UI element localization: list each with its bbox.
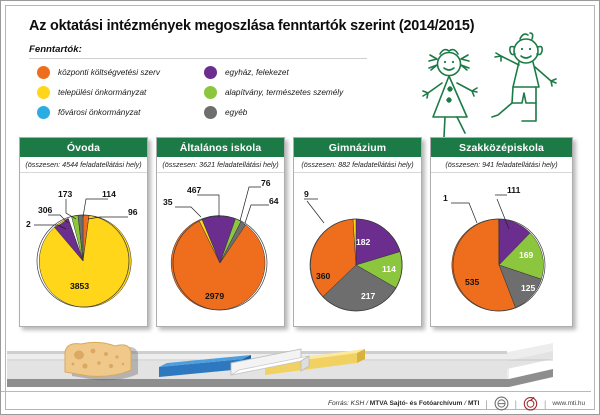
source-prefix: Forrás: KSH bbox=[327, 400, 365, 407]
source-suffix: MTI bbox=[467, 400, 480, 407]
legend-divider bbox=[29, 58, 367, 59]
footer-content: Forrás: KSH / MTVA Sajtó- és Fotóarchívu… bbox=[328, 396, 585, 411]
card-body-altalanos-iskola: 35 467 76 64 2979 bbox=[157, 173, 284, 327]
legend-item-egyhaz[interactable]: egyház, felekezet bbox=[204, 62, 343, 82]
legend-heading: Fenntartók: bbox=[29, 44, 82, 55]
pie-label-gimn-9: 9 bbox=[304, 189, 309, 199]
legend-column-left: központi költségvetési szerv települési … bbox=[37, 62, 160, 122]
legend-label-egyeb: egyéb bbox=[225, 107, 248, 117]
card-header-szakkozepiskola: Szakközépiskola bbox=[431, 138, 572, 157]
card-body-gimnazium: 9 182 114 217 360 bbox=[294, 173, 421, 327]
card-title-altalanos-iskola: Általános iskola bbox=[179, 141, 262, 154]
mti-logo-icon[interactable] bbox=[523, 396, 538, 411]
legend-label-telepulesi: települési önkormányzat bbox=[58, 87, 147, 97]
pie-chart-gimnazium: 9 182 114 217 360 bbox=[304, 189, 403, 312]
white-chalk-icon bbox=[230, 348, 310, 376]
pie-label-gimn-360: 360 bbox=[316, 271, 331, 281]
card-header-altalanos-iskola: Általános iskola bbox=[157, 138, 284, 157]
card-title-szakkozepiskola: Szakközépiskola bbox=[459, 141, 544, 154]
chart-card-szakkozepiskola[interactable]: Szakközépiskola (összesen: 941 feladatel… bbox=[430, 137, 573, 327]
legend-item-alapitvany[interactable]: alapítvány, természetes személy bbox=[204, 82, 343, 102]
card-subtitle-gimnazium: (összesen: 882 feladatellátási hely) bbox=[301, 160, 414, 169]
pie-label-ovoda-306: 306 bbox=[38, 205, 53, 215]
shelf-illustration bbox=[7, 339, 553, 391]
card-body-szakkozepiskola: 1 111 169 125 535 bbox=[431, 173, 572, 327]
page-title: Az oktatási intézmények megoszlása fennt… bbox=[29, 18, 475, 34]
footer-divider-3: | bbox=[543, 398, 547, 409]
source-sep-1: / bbox=[364, 400, 370, 407]
chart-card-altalanos-iskola[interactable]: Általános iskola (összesen: 3621 feladat… bbox=[156, 137, 285, 327]
pie-label-gimn-217: 217 bbox=[361, 291, 376, 301]
pie-label-ai-64: 64 bbox=[269, 196, 279, 206]
card-header-gimnazium: Gimnázium bbox=[294, 138, 421, 157]
card-subtitle-ovoda: (összesen: 4544 feladatellátási hely) bbox=[25, 160, 142, 169]
pie-label-gimn-114: 114 bbox=[382, 264, 396, 274]
pie-label-ovoda-114: 114 bbox=[102, 189, 116, 199]
legend-label-alapitvany: alapítvány, természetes személy bbox=[225, 87, 344, 97]
page-inner-border bbox=[5, 5, 595, 410]
mtva-logo-icon[interactable] bbox=[494, 396, 509, 411]
pie-label-szki-169: 169 bbox=[519, 250, 534, 260]
card-subtitle-row-gimnazium: (összesen: 882 feladatellátási hely) bbox=[294, 157, 421, 173]
pie-label-szki-535: 535 bbox=[465, 277, 480, 287]
pie-label-ai-467: 467 bbox=[187, 185, 202, 195]
stick-figure-boy-icon bbox=[491, 32, 557, 122]
children-illustration bbox=[409, 29, 594, 138]
card-subtitle-row-szakkozepiskola: (összesen: 941 feladatellátási hely) bbox=[431, 157, 572, 173]
legend-item-kozponti[interactable]: központi költségvetési szerv bbox=[37, 62, 160, 82]
stick-figure-girl-icon bbox=[422, 48, 478, 138]
sponge-icon bbox=[64, 341, 138, 381]
legend-item-telepulesi[interactable]: települési önkormányzat bbox=[37, 82, 160, 102]
legend-swatch-telepulesi-icon bbox=[37, 85, 50, 99]
source-credit: Forrás: KSH / MTVA Sajtó- és Fotóarchívu… bbox=[328, 400, 479, 407]
pie-chart-altalanos-iskola: 35 467 76 64 2979 bbox=[163, 178, 279, 311]
card-subtitle-row-altalanos-iskola: (összesen: 3621 feladatellátási hely) bbox=[157, 157, 284, 173]
card-subtitle-row-ovoda: (összesen: 4544 feladatellátási hely) bbox=[20, 157, 147, 173]
card-title-ovoda: Óvoda bbox=[66, 141, 101, 154]
legend-swatch-egyeb-icon bbox=[204, 105, 217, 119]
pie-label-ovoda-3853: 3853 bbox=[70, 281, 89, 291]
legend-swatch-fovarosi-icon bbox=[37, 105, 50, 119]
legend-column-right: egyház, felekezet alapítvány, természete… bbox=[204, 62, 343, 122]
legend-item-egyeb[interactable]: egyéb bbox=[204, 102, 343, 122]
pie-label-szki-1: 1 bbox=[443, 193, 448, 203]
footer-divider-2: | bbox=[514, 398, 517, 409]
chart-card-ovoda[interactable]: Óvoda (összesen: 4544 feladatellátási he… bbox=[19, 137, 148, 327]
pie-label-szki-125: 125 bbox=[521, 283, 536, 293]
pie-label-ovoda-96: 96 bbox=[128, 207, 138, 217]
legend-swatch-egyhaz-icon bbox=[204, 65, 217, 79]
legend: Fenntartók: központi költségvetési szerv… bbox=[29, 44, 369, 119]
card-subtitle-altalanos-iskola: (összesen: 3621 feladatellátási hely) bbox=[162, 160, 279, 169]
card-body-ovoda: 173 306 2 114 96 3853 bbox=[20, 173, 147, 327]
site-url[interactable]: www.mti.hu bbox=[552, 400, 585, 407]
legend-label-egyhaz: egyház, felekezet bbox=[225, 67, 289, 77]
footer: Forrás: KSH / MTVA Sajtó- és Fotóarchívu… bbox=[1, 391, 591, 413]
card-header-ovoda: Óvoda bbox=[20, 138, 147, 157]
pie-chart-szakkozepiskola: 1 111 169 125 535 bbox=[443, 185, 546, 312]
legend-item-fovarosi[interactable]: fővárosi önkormányzat bbox=[37, 102, 160, 122]
pie-label-szki-111: 111 bbox=[507, 185, 521, 195]
pie-label-ai-35: 35 bbox=[163, 197, 173, 207]
legend-swatch-alapitvany-icon bbox=[204, 85, 217, 99]
pie-label-ovoda-173: 173 bbox=[58, 189, 73, 199]
card-subtitle-szakkozepiskola: (összesen: 941 feladatellátási hely) bbox=[445, 160, 558, 169]
legend-label-fovarosi: fővárosi önkormányzat bbox=[58, 107, 141, 117]
pie-label-ovoda-2: 2 bbox=[26, 219, 31, 229]
legend-label-kozponti: központi költségvetési szerv bbox=[58, 67, 160, 77]
source-mid: MTVA Sajtó- és Fotóarchívum bbox=[369, 400, 463, 407]
pie-label-ai-2979: 2979 bbox=[205, 291, 224, 301]
footer-divider-1: | bbox=[485, 398, 488, 409]
pie-chart-ovoda: 173 306 2 114 96 3853 bbox=[26, 189, 138, 308]
chart-card-gimnazium[interactable]: Gimnázium (összesen: 882 feladatellátási… bbox=[293, 137, 422, 327]
pie-label-ai-76: 76 bbox=[261, 178, 271, 188]
pie-label-gimn-182: 182 bbox=[356, 237, 371, 247]
card-title-gimnazium: Gimnázium bbox=[328, 141, 387, 154]
source-sep-2: / bbox=[462, 400, 468, 407]
legend-swatch-kozponti-icon bbox=[37, 65, 50, 79]
